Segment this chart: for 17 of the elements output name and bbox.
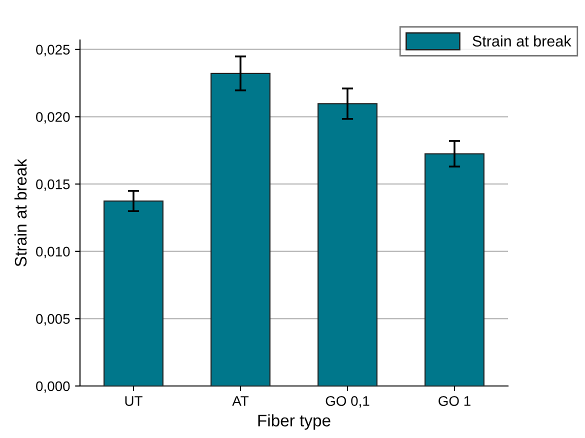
y-tick-label: 0,025	[36, 44, 70, 56]
x-tick-label: AT	[232, 396, 249, 406]
y-tick-label: 0,005	[36, 314, 70, 326]
bar	[104, 200, 164, 386]
x-axis-title: Fiber type	[258, 414, 330, 430]
bar	[318, 103, 378, 386]
x-tick-label: UT	[125, 396, 142, 406]
x-tick-label: GO 0,1	[326, 396, 370, 408]
x-tick-label: GO 1	[438, 396, 470, 406]
y-tick-label: 0,010	[36, 246, 70, 258]
y-axis-title: Strain at break	[14, 158, 27, 266]
y-tick-label: 0,015	[36, 179, 70, 191]
legend-label: Strain at break	[472, 35, 572, 47]
bar	[210, 72, 270, 386]
y-tick-label: 0,020	[36, 112, 70, 124]
bar	[424, 153, 484, 386]
y-tick-label: 0,000	[36, 381, 70, 393]
